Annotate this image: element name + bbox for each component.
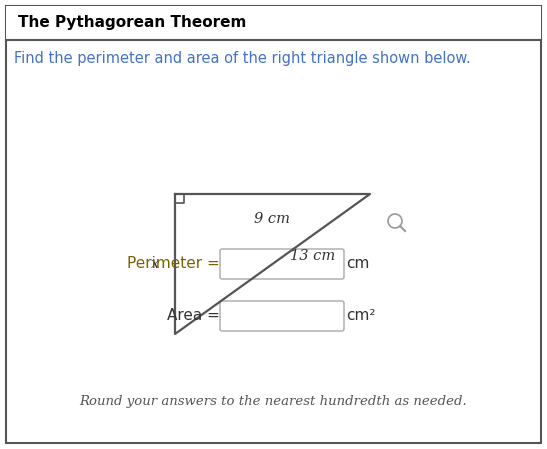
Text: cm²: cm²	[346, 308, 375, 323]
FancyBboxPatch shape	[220, 301, 344, 331]
Text: Round your answers to the nearest hundredth as needed.: Round your answers to the nearest hundre…	[79, 395, 467, 408]
Text: The Pythagorean Theorem: The Pythagorean Theorem	[18, 16, 246, 31]
Text: cm: cm	[346, 256, 369, 272]
Text: x: x	[151, 257, 159, 271]
Text: 9 cm: 9 cm	[254, 212, 290, 226]
Text: Find the perimeter and area of the right triangle shown below.: Find the perimeter and area of the right…	[14, 52, 471, 66]
Text: Area =: Area =	[167, 308, 220, 323]
Bar	[6, 6, 541, 40]
Text: 13 cm: 13 cm	[290, 249, 336, 263]
FancyBboxPatch shape	[220, 249, 344, 279]
Text: Perimeter =: Perimeter =	[127, 256, 220, 272]
